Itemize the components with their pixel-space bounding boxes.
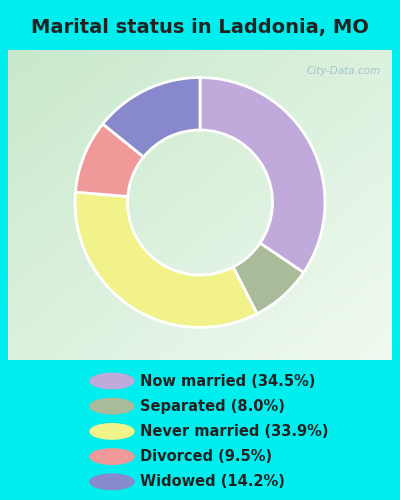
Wedge shape — [233, 243, 304, 314]
Circle shape — [90, 449, 134, 464]
Text: Separated (8.0%): Separated (8.0%) — [140, 398, 285, 413]
Text: Now married (34.5%): Now married (34.5%) — [140, 374, 315, 388]
Circle shape — [90, 398, 134, 414]
Text: City-Data.com: City-Data.com — [306, 66, 380, 76]
Text: Widowed (14.2%): Widowed (14.2%) — [140, 474, 285, 490]
Text: Marital status in Laddonia, MO: Marital status in Laddonia, MO — [31, 18, 369, 37]
Wedge shape — [76, 124, 144, 196]
Circle shape — [90, 424, 134, 439]
Circle shape — [90, 374, 134, 388]
Text: Divorced (9.5%): Divorced (9.5%) — [140, 449, 272, 464]
Wedge shape — [200, 78, 325, 272]
Circle shape — [90, 474, 134, 490]
Text: Never married (33.9%): Never married (33.9%) — [140, 424, 328, 439]
Wedge shape — [75, 192, 257, 328]
Wedge shape — [103, 78, 200, 157]
